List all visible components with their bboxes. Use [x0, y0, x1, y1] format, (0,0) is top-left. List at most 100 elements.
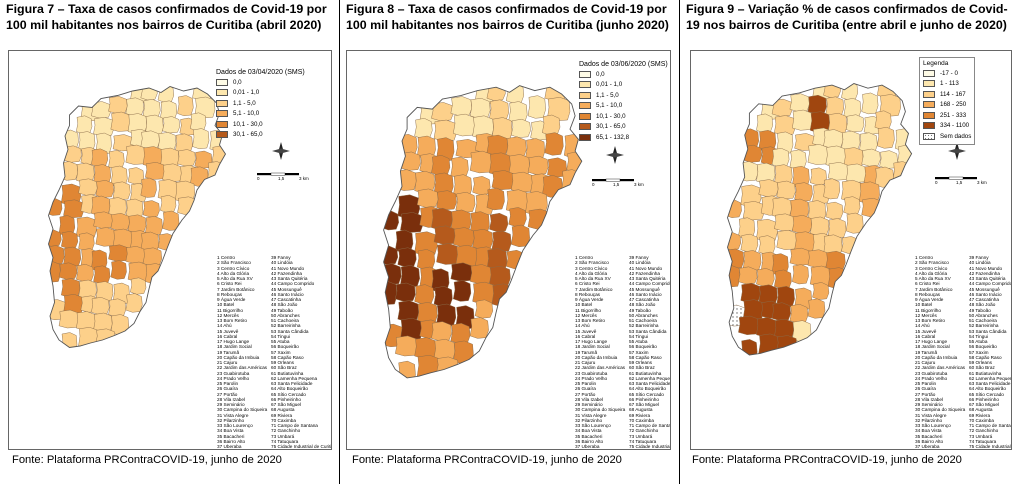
neighborhood-item: 54 Tingui	[629, 333, 649, 339]
neighborhood-item: 18 Jardim Social	[575, 344, 610, 350]
scale-label: 3 km	[299, 176, 309, 181]
neighborhood-area	[823, 83, 841, 98]
neighborhood-area	[469, 97, 491, 119]
neighborhood-area	[190, 112, 207, 132]
neighborhood-area	[727, 248, 745, 269]
legend-label: 1 - 113	[940, 80, 959, 88]
neighborhood-item: 10 Batel	[217, 302, 235, 308]
neighborhood-item: 58 Capão Raso	[629, 354, 662, 360]
legend-item: 251 - 333	[923, 110, 971, 121]
neighborhood-area	[63, 199, 85, 219]
neighborhood-area	[61, 231, 79, 249]
legend-item: 0,0	[579, 69, 629, 80]
neighborhood-item: 60 São Braz	[629, 365, 655, 371]
neighborhood-area	[91, 148, 109, 168]
neighborhood-area	[469, 150, 494, 174]
scale-bar: 0 1,5 3 km	[257, 172, 309, 181]
legend-swatch	[216, 110, 228, 118]
neighborhood-area	[157, 86, 175, 103]
neighborhood-item: 15 Juvevê	[575, 328, 597, 334]
neighborhood-area	[431, 321, 452, 342]
neighborhood-area	[756, 218, 778, 242]
neighborhood-item: 33 São Lourenço	[915, 423, 951, 428]
neighborhood-item: 38 Hauer	[217, 449, 265, 450]
divider	[679, 0, 680, 484]
neighborhood-item: 70 Caximba	[969, 417, 995, 423]
neighborhood-area	[792, 109, 813, 131]
neighborhood-area	[774, 115, 796, 136]
legend-swatch	[579, 81, 591, 89]
neighborhood-item: 55 Atuba	[969, 339, 988, 344]
neighborhood-item: 47 Cascatinha	[969, 297, 999, 302]
neighborhood-area	[756, 317, 777, 338]
neighborhood-area	[157, 132, 177, 152]
legend-label: 251 - 333	[940, 111, 967, 119]
neighborhood-item: 53 Santa Cândida	[969, 328, 1007, 334]
neighborhood-area	[93, 117, 115, 137]
neighborhood-area	[544, 132, 564, 156]
neighborhood-item: 50 Abranches	[629, 312, 658, 318]
neighborhood-item: 32 Pilarzinho	[575, 417, 603, 423]
neighborhood-item: 9 Água Verde	[575, 297, 604, 302]
neighborhood-area	[897, 144, 912, 165]
neighborhood-area	[145, 162, 166, 180]
neighborhood-area	[110, 260, 127, 280]
neighborhood-area	[489, 265, 511, 287]
legend-label: 0,01 - 1,0	[233, 89, 260, 97]
neighborhood-area	[489, 212, 509, 232]
neighborhood-area	[78, 232, 95, 252]
legend-item: 10,1 - 30,0	[216, 119, 263, 130]
neighborhood-area	[142, 99, 161, 119]
neighborhood-item: 61 Butiatuvinha	[629, 370, 662, 376]
neighborhood-area	[845, 163, 867, 183]
neighborhood-area	[110, 213, 130, 231]
neighborhood-item: 41 Novo Mundo	[969, 265, 1003, 271]
neighborhood-area	[108, 150, 125, 170]
neighborhood-area	[792, 264, 809, 285]
neighborhood-area	[108, 96, 128, 114]
legend-item: 5,1 - 10,0	[579, 101, 629, 112]
neighborhood-item: 64 Alto Boqueirão	[629, 386, 667, 392]
neighborhood-item: 11 Bigorrilho	[217, 307, 243, 313]
legend-swatch	[579, 123, 591, 131]
neighborhood-area	[395, 169, 417, 191]
legend-label: -17 - 0	[940, 69, 958, 77]
neighborhood-area	[157, 233, 176, 251]
legend-label: 168 - 250	[940, 101, 967, 109]
scale-bar: 0 1,5 3 km	[935, 176, 987, 185]
neighborhood-item: 5 Alto da Rua XV	[915, 276, 951, 281]
scale-label: 1,5	[613, 182, 620, 187]
neighborhood-area	[383, 210, 399, 231]
neighborhood-area	[758, 333, 781, 355]
neighborhood-item: 75 Cidade Industrial de Curitiba	[629, 444, 671, 449]
figure-7-legend-title: Dados de 03/04/2020 (SMS)	[216, 69, 305, 76]
neighborhood-item: 10 Batel	[915, 302, 933, 308]
neighborhood-item: 19 Tarumã	[575, 349, 598, 355]
neighborhood-area	[125, 97, 145, 117]
legend-swatch	[579, 102, 591, 110]
neighborhood-area	[145, 216, 163, 236]
neighborhood-item: 21 Cajuru	[217, 360, 238, 365]
neighborhood-item: 22 Jardim das Américas	[575, 365, 626, 371]
neighborhood-area	[108, 298, 127, 318]
neighborhood-item: 72 Ganchinho	[271, 428, 301, 434]
neighborhood-item: 14 Ahú	[575, 323, 590, 329]
neighborhood-item: 19 Tarumã	[217, 349, 240, 355]
neighborhood-area	[397, 300, 420, 322]
neighborhood-area	[177, 95, 194, 117]
neighborhood-area	[140, 86, 158, 101]
neighborhood-item: 71 Campo de Santana	[629, 423, 671, 428]
neighborhood-item: 47 Cascatinha	[629, 297, 659, 302]
figure-8-source: Fonte: Plataforma PRContraCOVID-19, junh…	[352, 454, 622, 466]
neighborhood-area	[436, 190, 457, 211]
figure-7-source: Fonte: Plataforma PRContraCOVID-19, junh…	[12, 454, 282, 466]
neighborhood-area	[874, 110, 892, 130]
neighborhood-item: 18 Jardim Social	[217, 344, 252, 350]
legend-item: 1,1 - 5,0	[579, 90, 629, 101]
neighborhood-area	[771, 302, 791, 321]
neighborhood-item: 23 Guabirotuba	[217, 370, 250, 376]
neighborhood-item: 7 Jardim Botânico	[217, 286, 255, 292]
neighborhood-item: 38 Hauer	[575, 449, 623, 450]
neighborhood-area	[776, 180, 796, 200]
